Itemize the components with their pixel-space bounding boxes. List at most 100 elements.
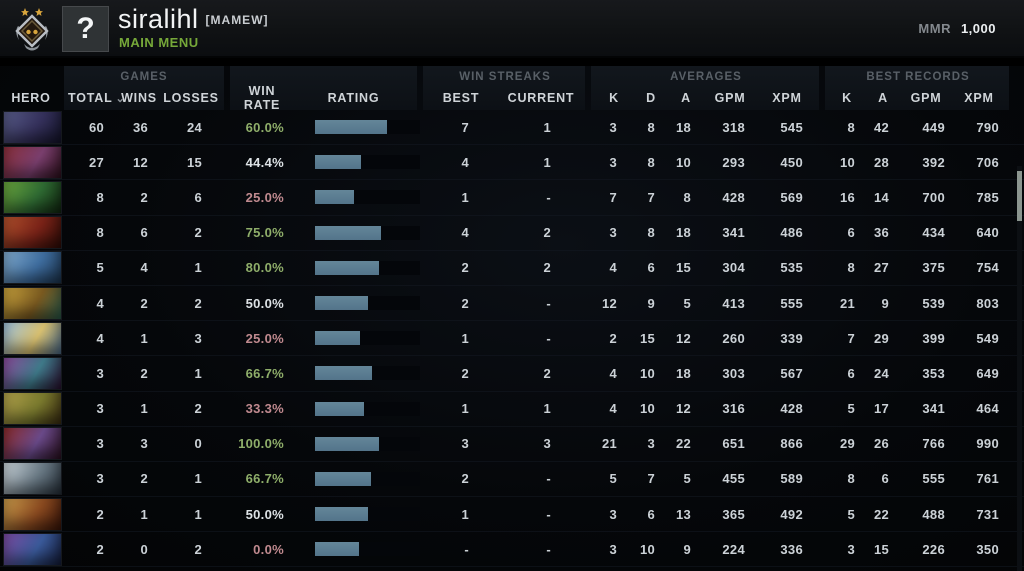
mmr-display: MMR 1,000 [918,21,996,36]
rating-bar-track [315,225,420,240]
column-header-avg-gpm[interactable]: GPM [714,91,746,105]
column-header-streak-current[interactable]: CURRENT [507,91,575,105]
total-games-value: 5 [96,260,104,276]
table-row[interactable]: 27 12 15 44.4% 4 1 3 8 10 293 450 10 28 … [0,145,1024,181]
total-games-value: 3 [96,436,104,452]
total-games-value: 8 [96,189,104,205]
column-header-losses[interactable]: LOSSES [163,91,219,105]
column-header-avg-deaths[interactable]: D [646,91,656,105]
streak-best-value: 2 [461,260,469,276]
table-row[interactable]: 4 2 2 50.0% 2 - 12 9 5 413 555 21 9 539 … [0,286,1024,322]
column-header-rating[interactable]: RATING [327,91,380,105]
rating-bar-fill [315,436,380,451]
table-row[interactable]: 3 2 1 66.7% 2 - 5 7 5 455 589 8 6 555 76… [0,462,1024,498]
wins-value: 1 [140,506,148,522]
rating-bar [292,260,420,275]
streak-best-value: 3 [461,436,469,452]
column-header-best-assists[interactable]: A [878,91,888,105]
avg-xpm-value: 535 [780,260,803,276]
best-gpm-value: 353 [922,365,945,381]
hero-portrait[interactable] [3,180,62,214]
best-xpm-value: 731 [976,506,999,522]
hero-portrait[interactable] [3,251,62,285]
table-row[interactable]: 4 1 3 25.0% 1 - 2 15 12 260 339 7 29 399… [0,321,1024,357]
hero-portrait[interactable] [3,145,62,179]
best-xpm-value: 350 [976,541,999,557]
hero-cell [0,145,62,179]
rating-bar [292,120,420,135]
hero-portrait[interactable] [3,462,62,496]
avg-xpm-value: 450 [780,154,803,170]
wins-value: 2 [140,471,148,487]
avg-assists-value: 15 [675,260,691,276]
best-xpm-value: 706 [976,154,999,170]
streak-current-value: 3 [543,436,551,452]
table-row[interactable]: 5 4 1 80.0% 2 2 4 6 15 304 535 8 27 375 … [0,251,1024,286]
hero-rows-list: 60 36 24 60.0% 7 1 3 8 18 318 545 8 42 4… [0,110,1024,568]
hero-portrait[interactable] [3,427,62,461]
column-header-best-xpm[interactable]: XPM [964,91,994,105]
avg-kills-value: 3 [609,541,617,557]
player-name: siralihl [118,4,199,34]
hero-portrait[interactable] [3,321,62,355]
streak-best-value: 4 [461,225,469,241]
avg-xpm-value: 428 [780,401,803,417]
avg-kills-value: 3 [609,225,617,241]
hero-portrait[interactable] [3,110,62,144]
best-gpm-value: 226 [922,541,945,557]
hero-portrait[interactable] [3,286,62,320]
best-gpm-value: 539 [922,295,945,311]
table-row[interactable]: 60 36 24 60.0% 7 1 3 8 18 318 545 8 42 4… [0,110,1024,146]
column-header-avg-assists[interactable]: A [681,91,691,105]
table-row[interactable]: 8 2 6 25.0% 1 - 7 7 8 428 569 16 14 700 … [0,180,1024,216]
table-row[interactable]: 3 1 2 33.3% 1 1 4 10 12 316 428 5 17 341… [0,392,1024,427]
player-avatar[interactable]: ? [62,6,109,52]
column-header-best-kills[interactable]: K [842,91,852,105]
hero-portrait[interactable] [3,497,62,531]
column-header-best-gpm[interactable]: GPM [910,91,942,105]
main-menu-link[interactable]: MAIN MENU [119,35,199,50]
hero-portrait[interactable] [3,392,62,426]
avg-gpm-value: 316 [722,401,745,417]
win-rate-value: 75.0% [245,225,284,241]
rank-medal-icon [15,8,49,51]
table-row[interactable]: 3 2 1 66.7% 2 2 4 10 18 303 567 6 24 353… [0,356,1024,392]
total-games-value: 27 [88,154,104,170]
wins-value: 0 [140,541,148,557]
wins-value: 2 [140,189,148,205]
losses-value: 15 [186,154,202,170]
best-gpm-value: 375 [922,260,945,276]
best-xpm-value: 640 [976,225,999,241]
hero-portrait[interactable] [3,532,62,566]
avg-kills-value: 4 [609,260,617,276]
column-header-avg-kills[interactable]: K [609,91,619,105]
streak-best-value: 2 [461,471,469,487]
scrollbar-thumb[interactable] [1017,171,1022,221]
column-header-wins[interactable]: WINS [121,91,157,105]
avg-deaths-value: 15 [639,330,655,346]
rating-bar [292,471,420,486]
column-header-avg-xpm[interactable]: XPM [772,91,802,105]
table-row[interactable]: 2 0 2 0.0% - - 3 10 9 224 336 3 15 226 3… [0,532,1024,568]
streak-current-value: 1 [543,119,551,135]
hero-portrait[interactable] [3,356,62,390]
losses-value: 2 [194,225,202,241]
hero-portrait[interactable] [3,216,62,250]
avg-assists-value: 13 [675,506,691,522]
avg-xpm-value: 589 [780,471,803,487]
table-row[interactable]: 2 1 1 50.0% 1 - 3 6 13 365 492 5 22 488 … [0,497,1024,533]
table-row[interactable]: 3 3 0 100.0% 3 3 21 3 22 651 866 29 26 7… [0,427,1024,462]
streak-current-value: 1 [543,401,551,417]
scrollbar-track[interactable] [1017,166,1022,571]
win-rate-value: 66.7% [245,471,284,487]
rating-bar-fill [315,225,382,240]
column-header-hero[interactable]: HERO [11,91,51,105]
column-header-win-rate[interactable]: WIN RATE [243,84,281,112]
table-row[interactable]: 8 6 2 75.0% 4 2 3 8 18 341 486 6 36 434 … [0,216,1024,251]
avg-deaths-value: 8 [647,119,655,135]
rating-bar-fill [315,155,362,170]
column-header-total[interactable]: TOTAL ⌄ [68,91,126,105]
column-header-streak-best[interactable]: BEST [442,91,480,105]
best-kills-value: 6 [847,365,855,381]
rating-bar-fill [315,120,388,135]
